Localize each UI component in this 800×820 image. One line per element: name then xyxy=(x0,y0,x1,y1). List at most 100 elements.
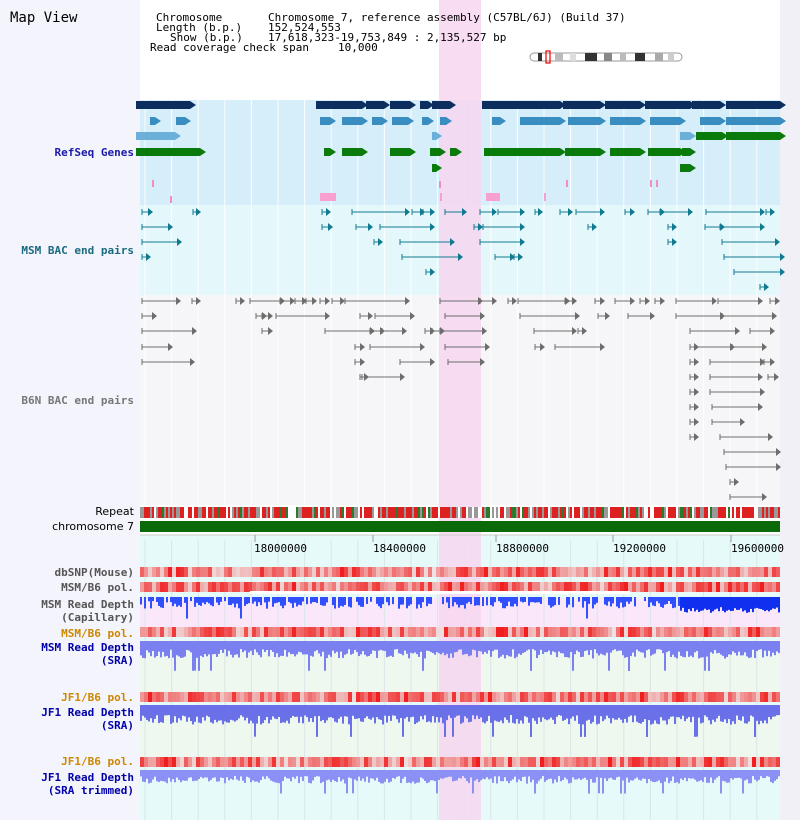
read-depth-bar xyxy=(704,641,706,671)
read-depth-bar xyxy=(524,705,526,717)
read-depth-bar xyxy=(326,705,328,721)
polymorphism-cell xyxy=(604,692,608,702)
read-depth-bar xyxy=(520,597,522,602)
read-depth-bar xyxy=(406,770,408,783)
read-depth-bar xyxy=(672,770,674,777)
gene-strand-arrow xyxy=(410,101,416,109)
polymorphism-cell xyxy=(340,567,344,577)
repeat-element xyxy=(548,507,550,518)
read-depth-bar xyxy=(672,597,674,609)
read-depth-bar xyxy=(316,641,318,651)
read-depth-bar xyxy=(430,641,432,653)
read-depth-bar xyxy=(268,770,270,779)
read-depth-bar xyxy=(454,641,456,653)
repeat-element xyxy=(694,507,696,518)
read-depth-bar xyxy=(606,770,608,782)
read-depth-bar xyxy=(344,597,346,605)
read-depth-bar xyxy=(286,770,288,779)
repeat-element xyxy=(376,507,378,518)
bac-end-arrow xyxy=(770,208,775,216)
read-depth-bar xyxy=(490,705,492,723)
polymorphism-cell xyxy=(288,692,292,702)
polymorphism-cell xyxy=(384,627,388,637)
read-depth-bar xyxy=(272,770,274,782)
polymorphism-cell xyxy=(580,627,584,637)
read-depth-bar xyxy=(170,597,172,603)
repeat-element xyxy=(696,507,698,518)
read-depth-bar xyxy=(174,641,176,671)
read-depth-bar xyxy=(622,770,624,781)
repeat-element xyxy=(500,507,502,518)
polymorphism-cell xyxy=(388,692,392,702)
polymorphism-cell xyxy=(444,692,448,702)
repeat-element xyxy=(748,507,750,518)
repeat-element xyxy=(538,507,540,518)
repeat-element xyxy=(626,507,628,518)
polymorphism-cell xyxy=(388,582,392,592)
polymorphism-cell xyxy=(564,692,568,702)
read-depth-bar xyxy=(582,705,584,725)
polymorphism-cell xyxy=(436,692,440,702)
read-depth-bar xyxy=(510,770,512,781)
read-depth-bar xyxy=(700,641,702,658)
read-depth-bar xyxy=(412,641,414,654)
bac-end-arrow xyxy=(760,388,765,396)
read-depth-bar xyxy=(392,770,394,778)
repeat-element xyxy=(192,507,194,518)
read-depth-bar xyxy=(538,705,540,718)
polymorphism-cell xyxy=(692,582,696,592)
polymorphism-cell xyxy=(716,567,720,577)
repeat-element xyxy=(222,507,224,518)
refseq-track-label[interactable]: RefSeq Genes xyxy=(54,146,134,159)
read-depth-bar xyxy=(458,641,460,650)
polymorphism-cell xyxy=(300,692,304,702)
read-depth-bar xyxy=(198,705,200,723)
read-depth-bar xyxy=(774,641,776,656)
polymorphism-cell xyxy=(556,582,560,592)
refseq-gene xyxy=(520,117,560,125)
polymorphism-cell xyxy=(332,627,336,637)
b6n-bac-track-label[interactable]: B6N BAC end pairs xyxy=(21,394,134,407)
polymorphism-cell xyxy=(260,582,264,592)
polymorphism-cell xyxy=(508,757,512,767)
read-depth-bar xyxy=(168,705,170,716)
read-depth-bar xyxy=(350,641,352,655)
polymorphism-cell xyxy=(232,582,236,592)
read-depth-bar xyxy=(500,705,502,721)
read-depth-bar xyxy=(742,597,744,612)
repeat-element xyxy=(628,507,630,518)
polymorphism-cell xyxy=(628,692,632,702)
read-depth-bar xyxy=(506,597,508,607)
bac-end-arrow xyxy=(512,297,517,305)
polymorphism-cell xyxy=(420,692,424,702)
read-depth-bar xyxy=(338,705,340,719)
read-depth-bar xyxy=(340,597,342,606)
bac-end-arrow xyxy=(645,297,650,305)
polymorphism-cell xyxy=(768,582,772,592)
polymorphism-cell xyxy=(616,757,620,767)
read-depth-bar xyxy=(436,770,438,794)
repeat-element xyxy=(196,507,198,518)
polymorphism-cell xyxy=(724,567,728,577)
ideogram-band xyxy=(555,53,563,61)
polymorphism-cell xyxy=(320,757,324,767)
msm-bac-track-label[interactable]: MSM BAC end pairs xyxy=(21,244,134,257)
polymorphism-cell xyxy=(636,582,640,592)
read-depth-bar xyxy=(410,597,412,605)
read-depth-bar xyxy=(758,641,760,650)
read-depth-bar xyxy=(352,641,354,654)
polymorphism-cell xyxy=(688,567,692,577)
polymorphism-cell xyxy=(292,627,296,637)
read-depth-bar xyxy=(296,705,298,717)
read-depth-bar xyxy=(744,705,746,724)
read-depth-bar xyxy=(216,770,218,782)
polymorphism-cell xyxy=(228,627,232,637)
read-depth-bar xyxy=(608,597,610,602)
polymorphism-cell xyxy=(488,757,492,767)
read-depth-bar xyxy=(148,597,150,602)
read-depth-bar xyxy=(376,705,378,718)
read-depth-bar xyxy=(208,770,210,782)
polymorphism-cell xyxy=(456,757,460,767)
